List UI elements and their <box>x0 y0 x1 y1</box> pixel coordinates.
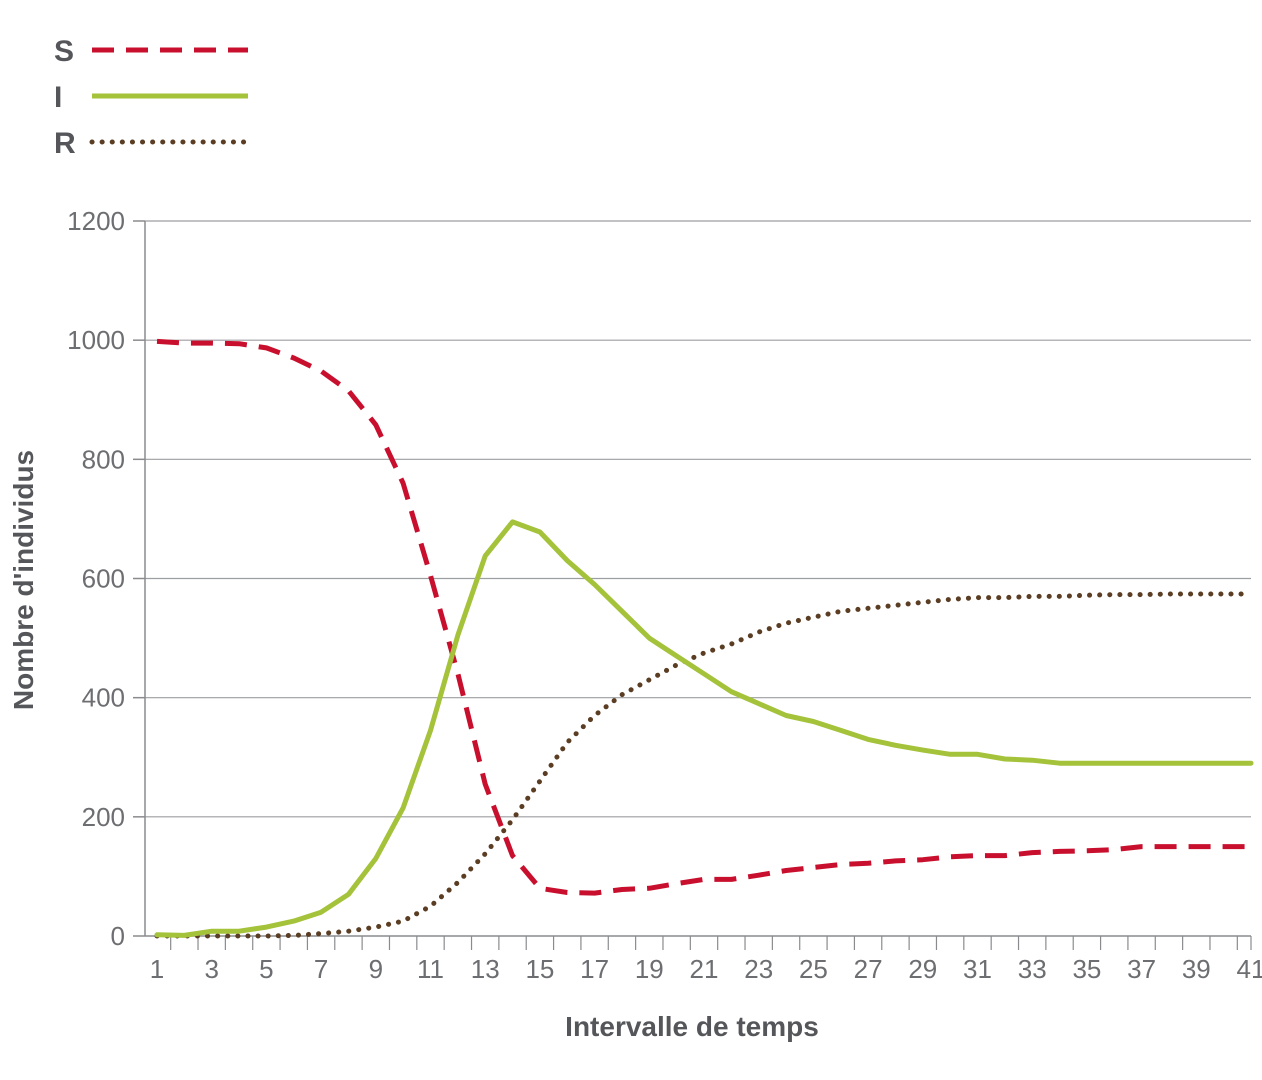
y-tick-labels: 0 200 400 600 800 1000 1200 <box>67 206 125 951</box>
series-lines <box>154 338 1254 939</box>
legend-label-r: R <box>54 127 76 160</box>
x-tick-label: 21 <box>690 954 719 984</box>
x-tick-label: 39 <box>1182 954 1211 984</box>
y-tick-label: 1000 <box>67 325 125 355</box>
x-tick-label: 3 <box>204 954 218 984</box>
gridlines <box>133 220 1251 937</box>
x-tick-label: 37 <box>1127 954 1156 984</box>
y-tick-label: 200 <box>82 802 125 832</box>
legend: SIR <box>54 35 251 160</box>
x-tick-labels: 1 3 5 7 9 11 13 15 17 19 21 23 25 27 29 31 33 35 37 39 41 <box>150 936 1262 984</box>
x-tick-label: 11 <box>417 954 444 984</box>
x-tick-label: 29 <box>908 954 937 984</box>
series-line-r <box>154 591 1254 939</box>
x-tick-label: 35 <box>1072 954 1101 984</box>
x-tick-label: 13 <box>471 954 500 984</box>
y-tick-label: 600 <box>82 564 125 594</box>
y-axis-title: Nombre d'individus <box>8 450 39 710</box>
x-tick-label: 41 <box>1237 954 1262 984</box>
y-tick-label: 1200 <box>67 206 125 236</box>
x-tick-label: 33 <box>1018 954 1047 984</box>
legend-label-s: S <box>54 35 74 68</box>
x-tick-label: 5 <box>259 954 273 984</box>
y-tick-label: 800 <box>82 444 125 474</box>
y-tick-label: 0 <box>111 921 125 951</box>
x-tick-label: 25 <box>799 954 828 984</box>
axes <box>144 221 1251 937</box>
series-line-i <box>154 519 1254 938</box>
x-axis-title: Intervalle de temps <box>565 1011 819 1042</box>
x-tick-label: 15 <box>525 954 554 984</box>
x-tick-label: 7 <box>314 954 328 984</box>
x-tick-label: 27 <box>854 954 883 984</box>
x-tick-label: 9 <box>369 954 383 984</box>
x-tick-label: 23 <box>744 954 773 984</box>
x-tick-label: 1 <box>150 954 164 984</box>
x-tick-label: 19 <box>635 954 664 984</box>
x-tick-label: 31 <box>963 954 992 984</box>
x-tick-label: 17 <box>580 954 609 984</box>
legend-label-i: I <box>54 81 62 114</box>
series-line-s <box>156 338 1251 896</box>
y-tick-label: 400 <box>82 683 125 713</box>
